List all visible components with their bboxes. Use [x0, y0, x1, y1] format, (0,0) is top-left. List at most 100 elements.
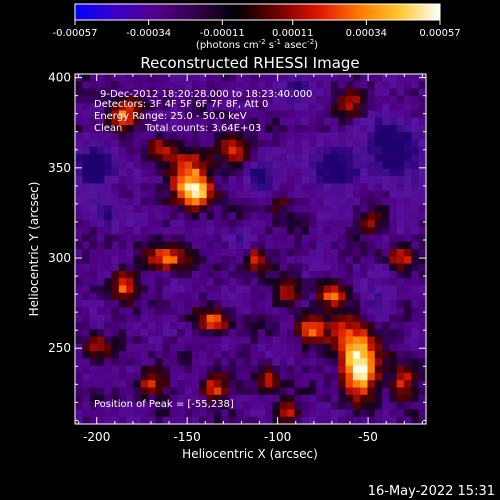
heatmap-cell	[111, 263, 120, 272]
heatmap-cell	[301, 409, 310, 418]
heatmap-cell	[309, 219, 317, 228]
heatmap-cell	[184, 146, 193, 155]
heatmap-cell	[272, 154, 281, 163]
heatmap-cell	[206, 256, 215, 265]
heatmap-cell	[104, 103, 113, 112]
heatmap-cell	[316, 387, 325, 396]
heatmap-cell	[309, 176, 317, 184]
heatmap-cell	[140, 402, 149, 411]
heatmap-cell	[404, 402, 412, 411]
heatmap-cell	[367, 139, 376, 148]
heatmap-cell	[213, 336, 222, 345]
heatmap-cell	[206, 139, 215, 148]
heatmap-cell	[294, 212, 303, 221]
heatmap-cell	[279, 372, 288, 381]
heatmap-cell	[213, 314, 222, 323]
heatmap-cell	[396, 292, 405, 301]
heatmap-cell	[352, 161, 361, 170]
heatmap-cell	[338, 190, 347, 199]
heatmap-cell	[265, 256, 274, 265]
heatmap-cell	[228, 110, 237, 119]
heatmap-cell	[96, 285, 105, 294]
heatmap-cell	[111, 117, 120, 126]
heatmap-cell	[301, 351, 310, 359]
heatmap-cell	[367, 190, 376, 199]
heatmap-cell	[418, 270, 427, 279]
heatmap-cell	[265, 394, 274, 403]
heatmap-cell	[257, 205, 266, 214]
heatmap-cell	[184, 161, 193, 170]
heatmap-cell	[170, 227, 178, 236]
heatmap-cell	[382, 125, 391, 133]
heatmap-cell	[287, 161, 295, 170]
heatmap-cell	[250, 409, 259, 418]
heatmap-cell	[89, 387, 98, 396]
heatmap-cell	[221, 176, 230, 184]
heatmap-cell	[309, 154, 317, 163]
heatmap-cell	[389, 278, 398, 287]
heatmap-cell	[184, 343, 193, 352]
heatmap-cell	[184, 74, 193, 82]
heatmap-cell	[104, 190, 113, 199]
heatmap-cell	[360, 190, 369, 199]
heatmap-cell	[148, 154, 157, 163]
heatmap-cell	[199, 329, 208, 338]
heatmap-cell	[294, 321, 303, 330]
heatmap-cell	[396, 110, 405, 119]
heatmap-cell	[309, 183, 317, 192]
heatmap-cell	[133, 132, 142, 141]
heatmap-cell	[177, 125, 186, 133]
heatmap-cell	[396, 365, 405, 374]
heatmap-cell	[235, 394, 244, 403]
heatmap-cell	[367, 227, 376, 236]
heatmap-cell	[382, 285, 391, 294]
heatmap-cell	[228, 394, 237, 403]
heatmap-cell	[148, 285, 157, 294]
heatmap-cell	[155, 241, 164, 250]
heatmap-cell	[418, 256, 427, 265]
heatmap-cell	[382, 161, 391, 170]
heatmap-cell	[199, 205, 208, 214]
heatmap-cell	[396, 146, 405, 155]
heatmap-cell	[221, 161, 230, 170]
heatmap-cell	[330, 168, 339, 177]
heatmap-cell	[96, 256, 105, 265]
heatmap-cell	[82, 336, 91, 345]
heatmap-cell	[155, 74, 164, 82]
heatmap-cell	[367, 387, 376, 396]
heatmap-cell	[184, 139, 193, 148]
heatmap-cell	[170, 380, 178, 389]
heatmap-cell	[170, 88, 178, 97]
heatmap-cell	[404, 212, 412, 221]
heatmap-cell	[294, 336, 303, 345]
heatmap-cell	[213, 249, 222, 257]
heatmap-cell	[265, 81, 274, 90]
heatmap-cell	[104, 285, 113, 294]
heatmap-cell	[389, 270, 398, 279]
heatmap-cell	[382, 241, 391, 250]
heatmap-cell	[140, 358, 149, 367]
heatmap-cell	[118, 358, 127, 367]
heatmap-cell	[316, 103, 325, 112]
heatmap-cell	[228, 212, 237, 221]
heatmap-cell	[170, 372, 178, 381]
heatmap-cell	[192, 387, 200, 396]
heatmap-cell	[367, 321, 376, 330]
heatmap-cell	[382, 227, 391, 236]
heatmap-cell	[279, 380, 288, 389]
heatmap-cell	[316, 256, 325, 265]
heatmap-cell	[250, 132, 259, 141]
heatmap-cell	[184, 372, 193, 381]
heatmap-cell	[418, 351, 427, 359]
heatmap-cell	[382, 336, 391, 345]
heatmap-cell	[250, 74, 259, 82]
heatmap-cell	[294, 139, 303, 148]
heatmap-cell	[330, 380, 339, 389]
heatmap-cell	[272, 292, 281, 301]
heatmap-cell	[243, 256, 252, 265]
heatmap-cell	[287, 307, 295, 316]
heatmap-cell	[411, 110, 420, 119]
heatmap-cell	[162, 190, 171, 199]
heatmap-cell	[250, 416, 259, 425]
heatmap-cell	[309, 146, 317, 155]
